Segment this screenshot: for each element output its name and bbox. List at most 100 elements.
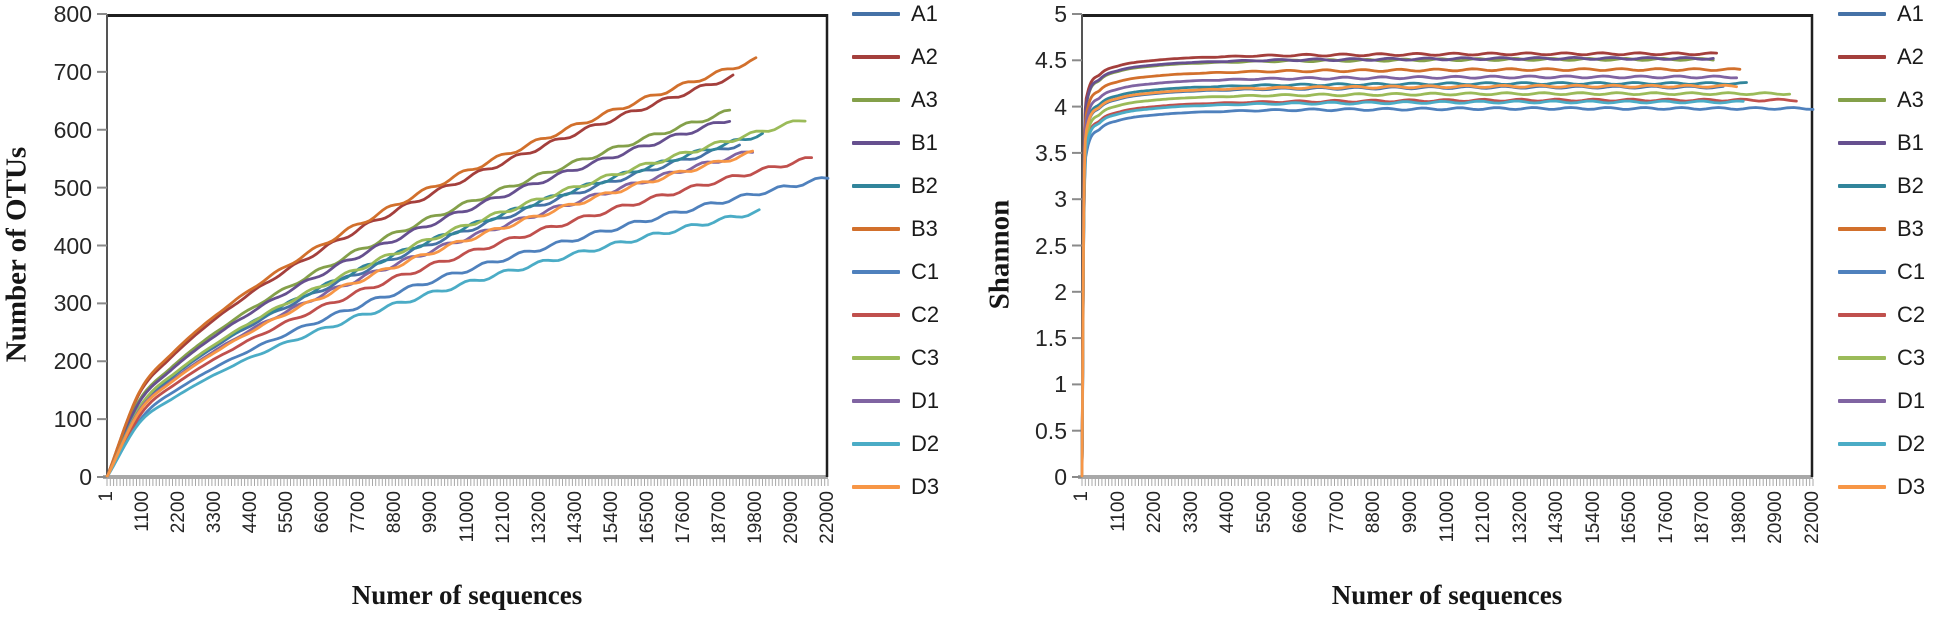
series-line-A2	[105, 73, 735, 478]
legend-item-A1: A1	[1838, 3, 1924, 25]
legend-swatch-B2	[852, 184, 900, 188]
legend-swatch-A3	[852, 98, 900, 102]
x-tick-label: 8800	[1363, 491, 1385, 534]
legend-item-B2: B2	[1838, 175, 1924, 197]
y-tick-label: 5	[1054, 1, 1067, 27]
series-line-C2	[105, 156, 813, 478]
series-line-B1	[105, 120, 732, 478]
legend-label: A2	[911, 44, 938, 69]
x-tick-label: 8800	[384, 491, 406, 534]
x-tick-label: 19800	[1728, 491, 1750, 544]
x-tick-label: 4400	[240, 491, 262, 534]
y-tick-label: 2.5	[1035, 232, 1067, 259]
legend-item-D1: D1	[852, 390, 939, 412]
legend-item-C2: C2	[852, 304, 939, 326]
y-tick-label: 3.5	[1035, 139, 1067, 166]
legend-swatch-A3	[1838, 98, 1886, 102]
legend-swatch-D1	[852, 399, 900, 403]
x-tick-label: 20900	[1765, 491, 1787, 544]
legend-item-B1: B1	[1838, 132, 1924, 154]
y-tick-label: 0	[79, 464, 92, 490]
x-tick-label: 1	[96, 491, 118, 502]
x-tick-label: 3300	[1180, 491, 1202, 534]
x-tick-label: 1100	[132, 491, 154, 532]
legend-item-A3: A3	[1838, 89, 1924, 111]
legend-item-B1: B1	[852, 132, 938, 154]
series-line-C1	[105, 176, 830, 478]
legend-swatch-A1	[852, 12, 900, 16]
legend-swatch-A2	[852, 55, 900, 59]
series-line-D1	[105, 150, 754, 478]
x-tick-label: 18700	[1692, 491, 1714, 544]
legend-label: C1	[911, 259, 940, 284]
x-tick-label: 1	[1071, 491, 1093, 502]
legend-item-D2: D2	[1838, 433, 1925, 455]
series-line-D3	[105, 149, 754, 478]
x-tick-label: 6600	[312, 491, 334, 534]
series-line-C3	[105, 119, 807, 478]
otus-plot-area	[97, 13, 830, 486]
x-tick-label: 14300	[564, 491, 586, 544]
legend-label: D1	[911, 388, 940, 413]
y-tick-label: 800	[53, 1, 92, 27]
x-tick-label: 7700	[348, 491, 370, 534]
series-line-C1	[1080, 106, 1815, 478]
x-tick-label: 9900	[420, 491, 442, 534]
legend-label: D2	[1897, 431, 1926, 456]
y-tick-label: 4.5	[1035, 47, 1067, 74]
legend-swatch-D3	[1838, 485, 1886, 489]
x-axis-minor-ticks	[106, 479, 829, 486]
legend-item-D3: D3	[1838, 476, 1925, 498]
legend-item-C3: C3	[1838, 347, 1925, 369]
series-line-A3	[1080, 57, 1715, 478]
legend-swatch-B3	[1838, 227, 1886, 231]
y-tick-label: 700	[53, 58, 92, 85]
series-line-B3	[105, 56, 758, 478]
series-line-D3	[1080, 83, 1738, 478]
y-tick-label: 0.5	[1035, 417, 1067, 444]
legend-item-B3: B3	[1838, 218, 1924, 240]
x-tick-label: 15400	[600, 491, 622, 544]
legend-swatch-C3	[852, 356, 900, 360]
legend-swatch-D1	[1838, 399, 1886, 403]
legend-item-C1: C1	[852, 261, 939, 283]
x-tick-label: 13200	[1509, 491, 1531, 544]
legend-swatch-B2	[1838, 184, 1886, 188]
series-line-A1	[1080, 84, 1725, 478]
legend-swatch-B1	[852, 141, 900, 145]
x-tick-label: 22000	[1802, 491, 1823, 544]
x-tick-label: 11000	[456, 491, 478, 543]
series-line-A3	[105, 108, 732, 478]
legend-swatch-B1	[1838, 141, 1886, 145]
series-line-B2	[105, 132, 764, 478]
series-line-D2	[105, 208, 761, 478]
legend-label: B3	[1897, 216, 1924, 241]
x-axis-title-otus: Numer of sequences	[351, 580, 583, 610]
legend-label: C3	[1897, 345, 1926, 370]
legend-item-C3: C3	[852, 347, 939, 369]
legend-swatch-A2	[1838, 55, 1886, 59]
x-tick-label: 18700	[708, 491, 730, 544]
legend-swatch-D2	[852, 442, 900, 446]
legend-item-A3: A3	[852, 89, 938, 111]
legend-swatch-C3	[1838, 356, 1886, 360]
legend-label: B1	[911, 130, 938, 155]
legend-label: B2	[1897, 173, 1924, 198]
legend-item-B3: B3	[852, 218, 938, 240]
legend-item-A2: A2	[1838, 46, 1924, 68]
y-tick-label: 300	[53, 290, 92, 317]
y-tick-label: 3	[1054, 186, 1067, 213]
legend-label: D3	[911, 474, 940, 499]
y-tick-label: 400	[53, 232, 92, 259]
legend-label: D1	[1897, 388, 1926, 413]
y-tick-label: 100	[53, 406, 92, 433]
y-tick-label: 0	[1054, 464, 1067, 490]
x-tick-label: 7700	[1326, 491, 1348, 534]
series-line-C3	[1080, 91, 1792, 478]
legend-item-A1: A1	[852, 3, 938, 25]
legend-label: D3	[1897, 474, 1926, 499]
y-tick-label: 4	[1054, 93, 1067, 120]
x-axis-minor-ticks	[1081, 479, 1814, 486]
series-line-B1	[1080, 56, 1715, 478]
